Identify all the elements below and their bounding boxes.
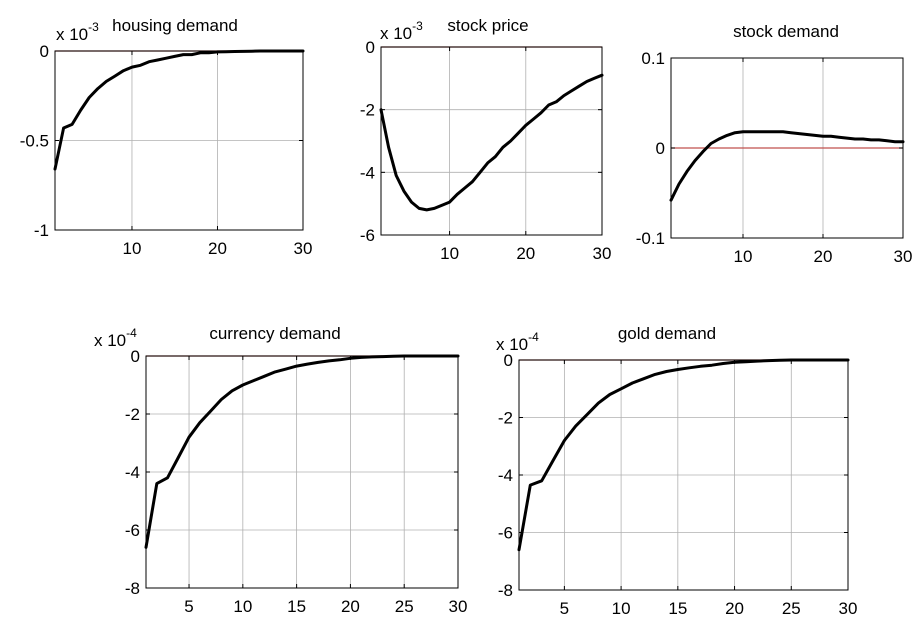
series-line — [669, 130, 905, 202]
x-tick-label: 10 — [233, 597, 252, 616]
series-line — [517, 358, 850, 552]
plot-area — [381, 47, 602, 235]
y-tick-label: 0 — [504, 351, 513, 370]
y-tick-label: -0.1 — [636, 229, 665, 248]
y-tick-label: 0 — [366, 38, 375, 57]
axis-exponent-label: x 10-4 — [496, 330, 539, 354]
x-tick-label: 15 — [287, 597, 306, 616]
panel-gold-demand: 5 10 15 20 25 30 0 -2 -4 -6 -8 x 10-4 gold demand — [496, 324, 857, 618]
x-tick-label: 25 — [395, 597, 414, 616]
x-tick-label: 10 — [440, 244, 459, 263]
chart-title: gold demand — [618, 324, 716, 343]
x-tick-label: 10 — [612, 599, 631, 618]
panel-stock-price: 10 20 30 0 -2 -4 -6 x 10-3 stock price — [360, 16, 612, 263]
x-tick-label: 30 — [593, 244, 612, 263]
y-tick-label: 0 — [131, 347, 140, 366]
x-tick-label: 20 — [814, 247, 833, 266]
panel-currency-demand: 5 10 15 20 25 30 0 -2 -4 -6 -8 x 10-4 currency deman… — [94, 324, 467, 616]
y-tick-label: -6 — [360, 226, 375, 245]
y-tick-label: 0 — [40, 42, 49, 61]
y-tick-label: -2 — [360, 101, 375, 120]
y-tick-label: -1 — [34, 221, 49, 240]
chart-title: housing demand — [112, 16, 238, 35]
axes-box — [380, 46, 603, 236]
x-tick-label: 30 — [839, 599, 858, 618]
y-tick-label: -8 — [125, 579, 140, 598]
x-tick-label: 25 — [782, 599, 801, 618]
x-tick-label: 10 — [734, 247, 753, 266]
y-tick-label: 0.1 — [641, 49, 665, 68]
chart-title: stock price — [447, 16, 528, 35]
y-tick-label: -6 — [498, 524, 513, 543]
y-tick-label: -4 — [360, 163, 375, 182]
panel-housing-demand: 10 20 30 0 -0.5 -1 x 10-3 housing demand — [20, 16, 313, 258]
y-tick-label: -6 — [125, 521, 140, 540]
x-tick-label: 20 — [341, 597, 360, 616]
y-tick-label: -2 — [125, 405, 140, 424]
chart-title: currency demand — [209, 324, 340, 343]
axis-exponent-label: x 10-4 — [94, 326, 137, 350]
y-tick-label: -0.5 — [20, 132, 49, 151]
axis-exponent-label: x 10-3 — [380, 19, 423, 43]
x-tick-label: 20 — [208, 239, 227, 258]
panel-stock-demand: 10 20 30 0.1 0 -0.1 stock demand — [636, 22, 913, 266]
series-line — [53, 49, 305, 171]
x-tick-label: 5 — [184, 597, 193, 616]
y-tick-label: -4 — [125, 463, 140, 482]
chart-title: stock demand — [733, 22, 839, 41]
x-tick-label: 5 — [560, 599, 569, 618]
y-tick-label: -8 — [498, 581, 513, 600]
x-tick-label: 30 — [894, 247, 913, 266]
series-line — [144, 354, 460, 549]
y-tick-label: 0 — [656, 139, 665, 158]
x-tick-label: 10 — [123, 239, 142, 258]
x-tick-label: 30 — [449, 597, 468, 616]
x-tick-label: 20 — [725, 599, 744, 618]
x-tick-label: 15 — [668, 599, 687, 618]
series-line — [379, 73, 604, 212]
x-tick-label: 20 — [516, 244, 535, 263]
y-tick-label: -4 — [498, 466, 513, 485]
y-tick-label: -2 — [498, 409, 513, 428]
x-tick-label: 30 — [294, 239, 313, 258]
axis-exponent-label: x 10-3 — [56, 20, 99, 44]
